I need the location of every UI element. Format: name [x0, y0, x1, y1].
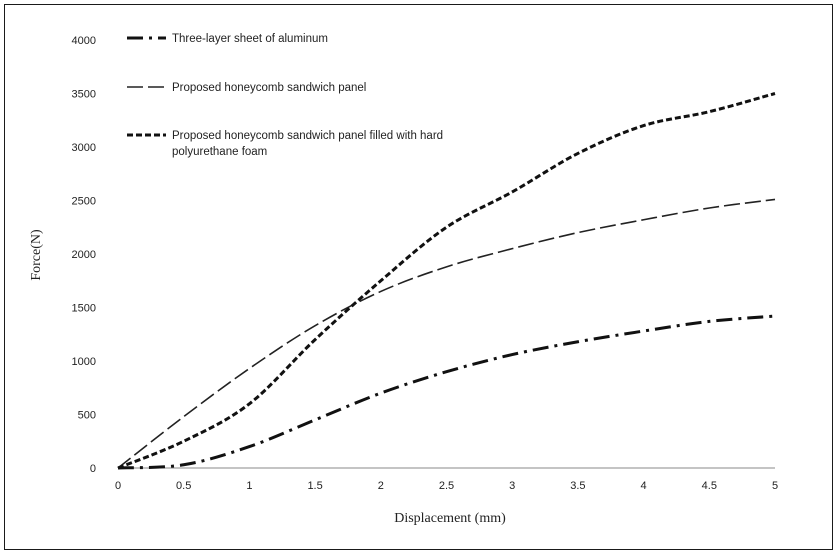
x-tick-label: 0 [115, 480, 121, 492]
x-tick-label: 2 [378, 480, 384, 492]
legend: Three-layer sheet of aluminum Proposed ho… [127, 33, 443, 158]
x-tick-label: 5 [772, 480, 778, 492]
x-tick-label: 4.5 [702, 480, 717, 492]
y-axis-title: Force(N) [29, 229, 44, 281]
legend-entry-foam-filled-panel-label: Proposed honeycomb sandwich panel filled… [172, 130, 443, 158]
x-tick-label: 1.5 [307, 480, 322, 492]
x-axis-title: Displacement (mm) [394, 511, 506, 526]
series-line-foam-filled-panel [117, 92, 776, 470]
x-tick-label: 1 [246, 480, 252, 492]
legend-entry-aluminum-sheet-label: Three-layer sheet of aluminum [172, 33, 328, 45]
x-tick-label: 4 [641, 480, 647, 492]
y-tick-label: 3000 [72, 142, 96, 154]
y-tick-label: 2000 [72, 249, 96, 261]
x-tick-label: 3.5 [570, 480, 585, 492]
y-tick-label: 1500 [72, 303, 96, 315]
y-tick-label: 500 [78, 410, 96, 422]
series-line-aluminum-sheet [117, 314, 776, 470]
x-tick-label: 0.5 [176, 480, 191, 492]
x-tick-label: 3 [509, 480, 515, 492]
y-tick-label: 4000 [72, 35, 96, 47]
y-tick-label: 3500 [72, 89, 96, 101]
axes-group: 0 0.5 1 1.5 2 2.5 3 3.5 4 4.5 5 0 500 1000 1500 2000 250… [72, 35, 779, 492]
y-tick-label: 0 [90, 463, 96, 475]
series-line-honeycomb-panel [117, 198, 776, 469]
y-tick-label: 2500 [72, 196, 96, 208]
x-tick-label: 2.5 [439, 480, 454, 492]
series-group [117, 92, 776, 470]
y-tick-label: 1000 [72, 356, 96, 368]
legend-entry-honeycomb-panel-label: Proposed honeycomb sandwich panel [172, 82, 366, 94]
